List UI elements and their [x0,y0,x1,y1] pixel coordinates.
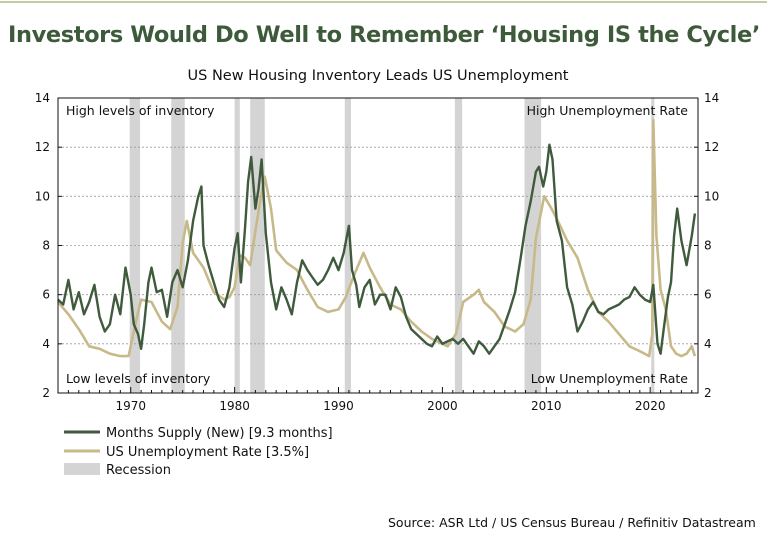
y-tick-label-left-2: 2 [42,386,50,400]
x-tick-label-1980: 1980 [219,399,250,413]
x-axis: 1970 1980 1990 2000 2010 2020 [57,387,693,413]
x-tick-label-2020: 2020 [635,399,666,413]
y-tick-label-right-2: 2 [704,386,712,400]
legend-item-recession: Recession [64,463,171,478]
y-axis-left: 2 4 6 8 10 12 14 [35,91,62,400]
legend-label-recession: Recession [106,463,171,478]
y-tick-label-left-12: 12 [35,140,50,154]
y-tick-label-left-6: 6 [42,288,50,302]
series-lines [57,118,697,358]
y-tick-label-right-10: 10 [704,189,719,203]
top-rule [0,1,767,3]
y-tick-label-left-8: 8 [42,239,50,253]
y-tick-label-right-8: 8 [704,239,712,253]
x-tick-label-1970: 1970 [115,399,146,413]
page-headline: Investors Would Do Well to Remember ‘Hou… [8,22,760,48]
y-tick-label-left-14: 14 [35,91,50,105]
legend: Months Supply (New) [9.3 months] US Unem… [64,426,333,478]
y-tick-label-left-10: 10 [35,189,50,203]
chart-title: US New Housing Inventory Leads US Unempl… [188,68,569,84]
y-tick-label-left-4: 4 [42,337,50,351]
y-tick-label-right-4: 4 [704,337,712,351]
legend-label-unemployment: US Unemployment Rate [3.5%] [106,445,309,460]
legend-label-months-supply: Months Supply (New) [9.3 months] [106,426,333,441]
x-tick-label-2010: 2010 [531,399,562,413]
legend-swatch-recession [64,463,100,475]
y-axis-right: 2 4 6 8 10 12 14 [694,91,719,400]
annotation-low-inventory: Low levels of inventory [66,371,211,386]
y-tick-label-right-12: 12 [704,140,719,154]
recession-band-2 [234,98,240,393]
y-tick-label-right-6: 6 [704,288,712,302]
x-tick-label-1990: 1990 [323,399,354,413]
line-months-supply [57,143,697,355]
source-note: Source: ASR Ltd / US Census Bureau / Ref… [388,515,756,530]
legend-item-unemployment: US Unemployment Rate [3.5%] [64,445,309,460]
annotation-low-unemployment: Low Unemployment Rate [531,371,689,386]
annotation-high-inventory: High levels of inventory [66,103,215,118]
x-tick-label-2000: 2000 [427,399,458,413]
y-tick-label-right-14: 14 [704,91,719,105]
legend-item-months-supply: Months Supply (New) [9.3 months] [64,426,333,441]
annotation-high-unemployment: High Unemployment Rate [527,103,689,118]
